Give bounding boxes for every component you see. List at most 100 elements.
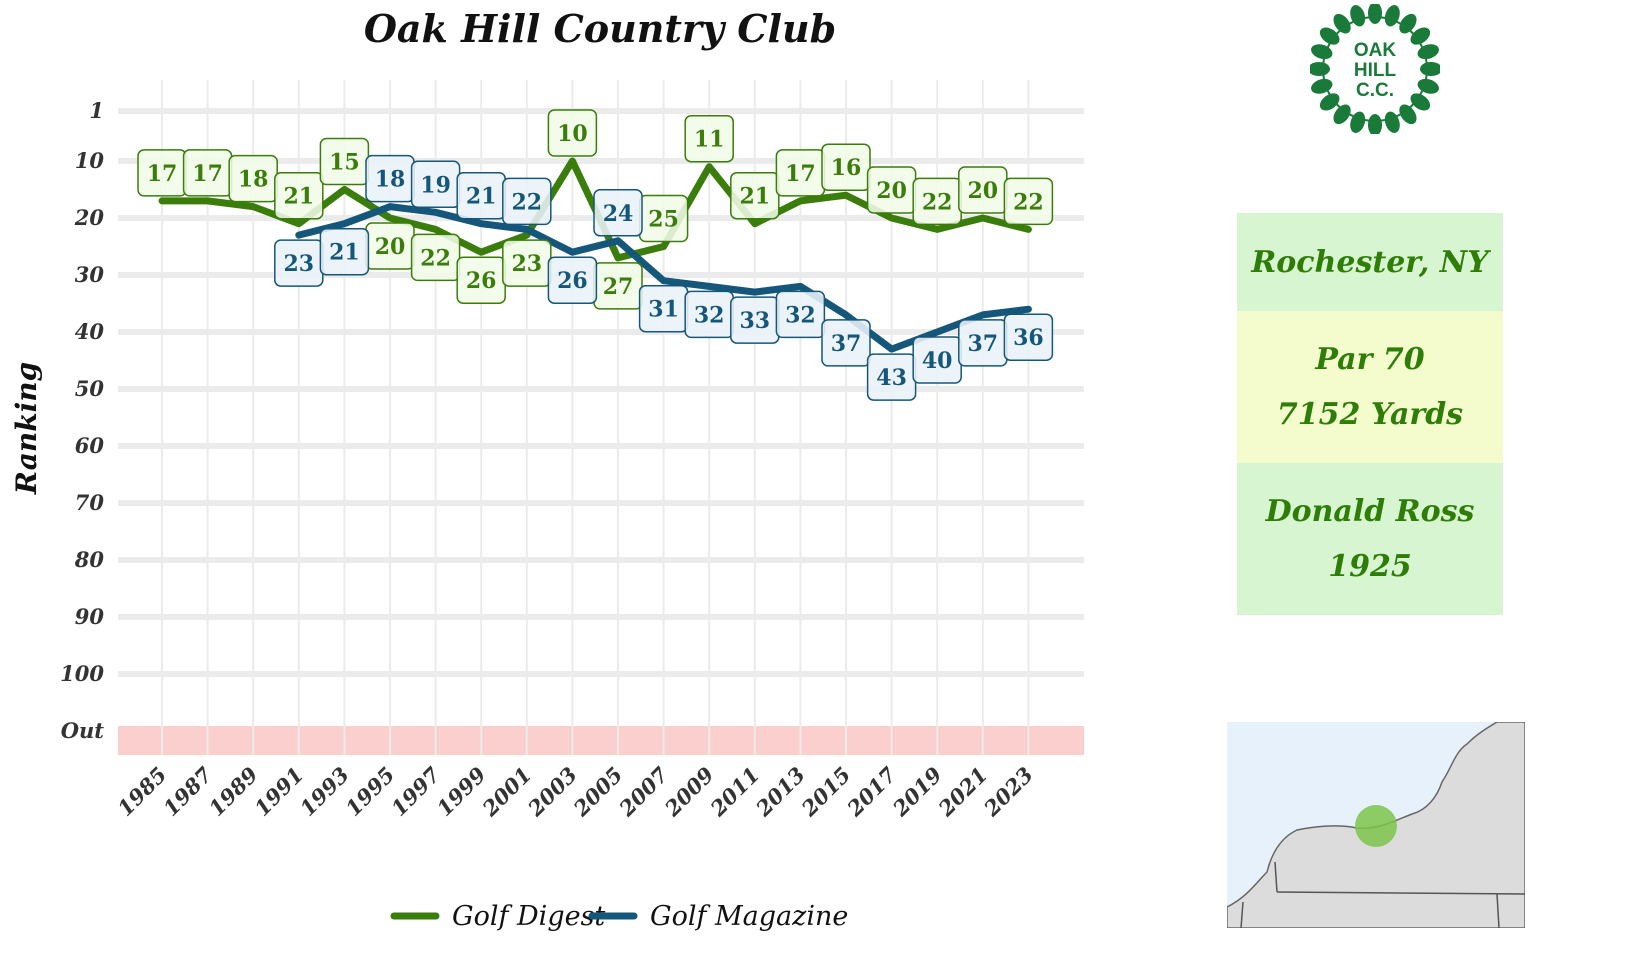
- data-label: 23: [502, 239, 552, 287]
- y-tick-label: 50: [75, 376, 105, 401]
- data-label-value: 22: [511, 189, 542, 215]
- data-labels: 17 17 18 21 15 20 22 26 23 10 27 25 11 21 17 16 20 22 20 22…: [137, 109, 1054, 401]
- y-tick-label: 40: [75, 319, 105, 344]
- data-label-value: 32: [694, 302, 725, 328]
- data-label-box: [319, 227, 370, 276]
- x-tick-label: 2011: [705, 762, 765, 822]
- data-label-value: 10: [557, 121, 588, 147]
- oak-leaf-wreath-icon: [1310, 4, 1440, 134]
- y-tick-label: 70: [75, 490, 105, 515]
- data-label-value: 27: [603, 274, 634, 300]
- data-label: 37: [958, 319, 1008, 367]
- x-tick-label: 1985: [113, 762, 172, 821]
- data-label-value: 26: [466, 268, 497, 294]
- location-marker: [1355, 805, 1397, 847]
- x-tick-label: 1999: [432, 762, 491, 821]
- course-info-panel: Rochester, NY Par 70 7152 Yards Donald R…: [1237, 213, 1503, 615]
- data-label-value: 25: [648, 207, 679, 233]
- x-tick-label: 1987: [158, 762, 217, 821]
- svg-text:HILL: HILL: [1354, 60, 1397, 81]
- data-label: 32: [775, 290, 826, 339]
- x-tick-label: 1989: [204, 762, 263, 821]
- x-tick-label: 2017: [841, 762, 901, 822]
- x-tick-label: 1997: [386, 762, 445, 821]
- data-label: 20: [866, 166, 917, 214]
- x-tick-label: 2015: [796, 762, 856, 822]
- svg-text:OAK: OAK: [1354, 40, 1397, 61]
- y-tick-label: 20: [74, 205, 105, 230]
- data-label-box: [547, 256, 598, 304]
- location-box: Rochester, NY: [1237, 213, 1503, 311]
- y-tick-label: 60: [75, 433, 105, 458]
- data-label-box: [821, 319, 871, 367]
- data-label: 17: [182, 149, 233, 197]
- x-tick-label: 2019: [887, 762, 947, 822]
- data-label: 10: [547, 109, 598, 157]
- data-label-box: [775, 290, 826, 339]
- data-label-box: [274, 171, 324, 220]
- data-label-value: 19: [420, 172, 451, 198]
- region-map-icon: [1227, 722, 1525, 928]
- data-label-value: 21: [739, 184, 770, 210]
- x-axis-ticks: 1985198719891991199319951997199920012003…: [113, 762, 1038, 822]
- data-label: 18: [365, 154, 415, 203]
- year-text: 1925: [1328, 549, 1412, 584]
- x-tick-label: 2013: [750, 762, 810, 822]
- data-label: 18: [228, 154, 278, 203]
- data-label-box: [821, 143, 871, 191]
- architect-box: Donald Ross 1925: [1237, 463, 1503, 615]
- data-label-value: 22: [420, 245, 451, 271]
- y-tick-label: 80: [74, 547, 105, 572]
- data-label-value: 33: [739, 308, 770, 334]
- data-label-box: [547, 109, 598, 157]
- data-label: 19: [410, 160, 461, 209]
- data-label: 36: [1003, 313, 1054, 361]
- data-label-value: 16: [831, 155, 862, 181]
- data-label-value: 32: [785, 302, 816, 328]
- data-label-value: 24: [603, 201, 634, 227]
- x-tick-label: 2009: [659, 762, 719, 822]
- x-tick-label: 1995: [341, 762, 400, 821]
- data-label: 21: [456, 171, 506, 220]
- data-label-value: 37: [967, 331, 998, 357]
- data-label-value: 18: [238, 167, 269, 193]
- data-label: 22: [1003, 177, 1054, 226]
- data-label: 37: [821, 319, 871, 367]
- data-label-value: 21: [466, 184, 497, 210]
- x-tick-label: 1991: [249, 762, 308, 821]
- yards-text: 7152 Yards: [1276, 397, 1464, 432]
- data-label: 21: [319, 227, 370, 276]
- data-label-box: [1003, 177, 1054, 226]
- data-label: 40: [912, 336, 962, 384]
- data-label-value: 23: [283, 251, 314, 277]
- data-label-value: 20: [375, 234, 406, 260]
- data-label-value: 36: [1013, 325, 1044, 351]
- data-label-value: 17: [785, 161, 816, 187]
- data-label-value: 22: [922, 189, 953, 215]
- data-label-value: 23: [511, 251, 542, 277]
- data-label-value: 18: [375, 167, 406, 193]
- data-label: 24: [593, 189, 643, 237]
- series-line-golf-magazine: [295, 203, 1032, 353]
- data-label-box: [410, 233, 461, 282]
- data-label: 20: [958, 166, 1008, 214]
- data-label: 25: [638, 194, 689, 243]
- data-label: 33: [730, 296, 780, 344]
- data-label: 22: [912, 177, 962, 226]
- x-tick-label: 2003: [522, 762, 582, 822]
- out-band: [118, 726, 1084, 755]
- x-tick-label: 2021: [933, 762, 993, 822]
- data-label-value: 15: [329, 150, 360, 176]
- oak-hill-logo-icon: OAK HILL C.C.: [1310, 4, 1440, 134]
- legend-label-golf-digest: Golf Digest: [452, 901, 605, 932]
- data-label-box: [502, 177, 552, 226]
- y-tick-label: 100: [60, 661, 104, 686]
- data-label-box: [1003, 313, 1054, 361]
- x-tick-label: 2023: [978, 762, 1038, 822]
- data-label-value: 21: [329, 240, 360, 266]
- data-label: 15: [319, 137, 370, 186]
- data-label: 31: [638, 284, 689, 333]
- data-label-value: 20: [876, 178, 907, 204]
- y-axis-ticks: 1 10 20 30 40 50 60 70 80 90 100 Out: [60, 98, 104, 743]
- data-label: 20: [365, 222, 415, 270]
